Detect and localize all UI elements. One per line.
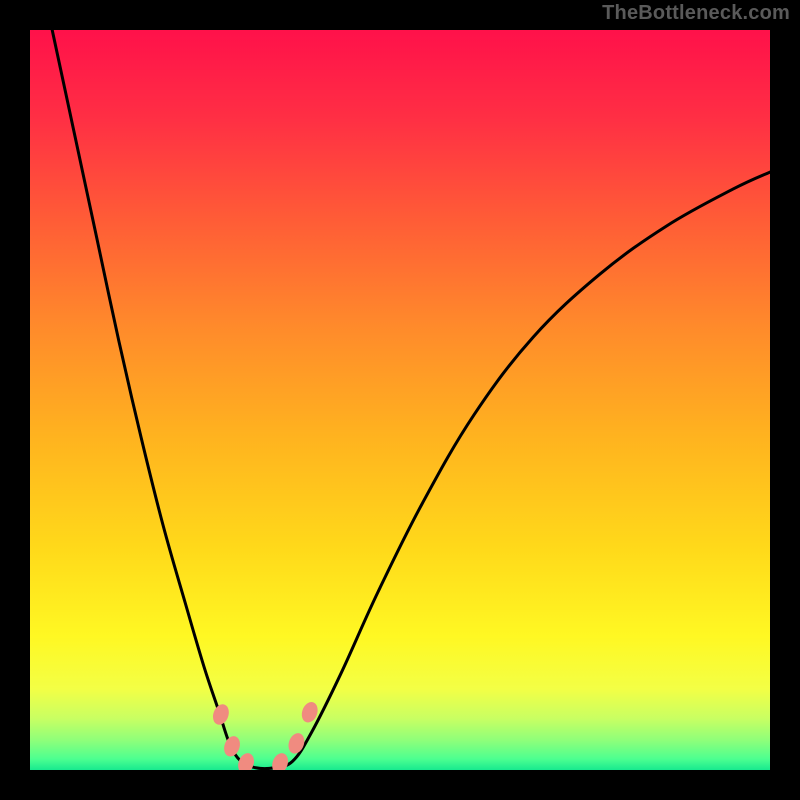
- gradient-background: [30, 30, 770, 770]
- plot-area: [30, 30, 770, 770]
- watermark-text: TheBottleneck.com: [602, 2, 790, 25]
- chart-svg: [30, 30, 770, 770]
- chart-frame: TheBottleneck.com: [0, 0, 800, 800]
